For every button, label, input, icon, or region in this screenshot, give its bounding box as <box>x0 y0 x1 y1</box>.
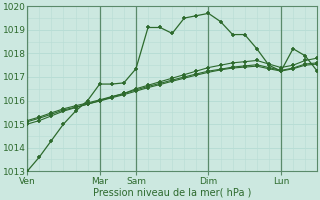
X-axis label: Pression niveau de la mer( hPa ): Pression niveau de la mer( hPa ) <box>93 187 252 197</box>
